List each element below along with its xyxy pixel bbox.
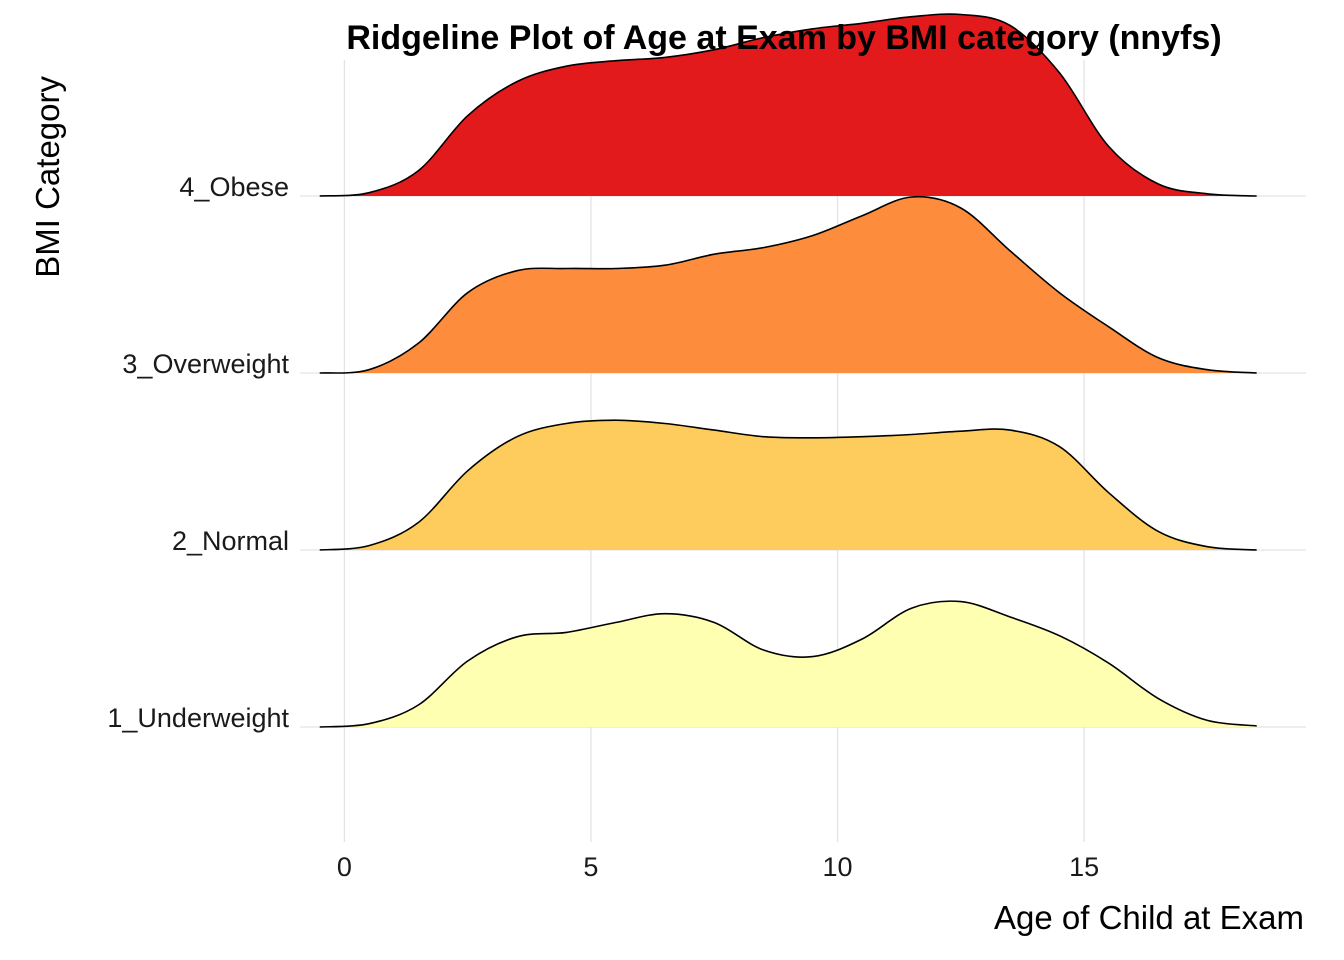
- x-tick-label: 15: [1069, 852, 1099, 882]
- ridge-area-1-underweight: [319, 601, 1257, 727]
- y-tick-label: 2_Normal: [172, 526, 289, 556]
- x-axis-title: Age of Child at Exam: [994, 899, 1304, 936]
- ridge-outline-4-obese: [319, 13, 1257, 197]
- ridge-outline-3-overweight: [319, 195, 1257, 374]
- y-tick-label: 3_Overweight: [122, 349, 289, 379]
- ridge-area-3-overweight: [319, 196, 1257, 374]
- y-tick-label: 4_Obese: [179, 172, 289, 202]
- y-tick-label: 1_Underweight: [107, 703, 289, 733]
- x-tick-label: 5: [583, 852, 598, 882]
- ridge-layer: [319, 13, 1257, 728]
- ridge-area-4-obese: [319, 14, 1257, 197]
- ridge-area-2-normal: [319, 420, 1257, 550]
- chart-title: Ridgeline Plot of Age at Exam by BMI cat…: [346, 19, 1221, 57]
- y-axis-title: BMI Category: [29, 76, 66, 278]
- ridge-outline-2-normal: [319, 419, 1257, 551]
- ridge-outline-1-underweight: [319, 600, 1257, 728]
- label-layer: 0 5 10 15 1_Underweight 2_Normal 3_Overweight 4…: [107, 172, 1099, 882]
- x-tick-label: 10: [822, 852, 852, 882]
- x-tick-label: 0: [337, 852, 352, 882]
